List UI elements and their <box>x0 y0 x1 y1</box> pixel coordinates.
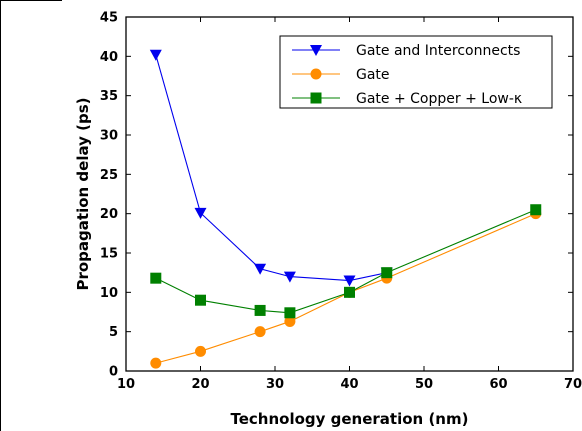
x-tick-label: 30 <box>266 377 284 392</box>
y-tick-label: 5 <box>109 325 118 340</box>
legend: Gate and Interconnects Gate Gate + Copper … <box>279 35 553 109</box>
image-frame-left <box>0 0 1 431</box>
x-tick-label: 40 <box>340 377 358 392</box>
gate-copper-low-point <box>344 286 355 298</box>
gate-and-interconnects-point <box>149 49 162 61</box>
gate-and-interconnects-line <box>155 54 387 282</box>
y-tick-label: 20 <box>100 207 118 222</box>
y-tick-label: 30 <box>100 129 118 144</box>
gate-copper-low-point <box>381 267 393 279</box>
series-gate-and-interconnects <box>149 49 393 287</box>
legend-marker <box>310 68 322 80</box>
y-tick-label: 40 <box>100 50 118 65</box>
legend-label: Gate and Interconnects <box>356 43 520 59</box>
series-layer <box>149 49 542 369</box>
x-axis-title: Technology generation (nm) <box>231 410 469 428</box>
gate-copper-low-point <box>284 307 296 319</box>
gate-and-interconnects-point <box>343 275 356 287</box>
y-axis-ticks: 0 5 10 15 20 25 30 35 40 45 <box>100 11 573 380</box>
gate-copper-low-point <box>150 272 162 284</box>
x-tick-label: 70 <box>564 377 582 392</box>
legend-item: Gate + Copper + Low-κ <box>292 91 522 107</box>
x-tick-label: 60 <box>489 377 507 392</box>
y-tick-label: 35 <box>100 89 118 104</box>
y-axis-title: Propagation delay (ps) <box>74 97 92 290</box>
y-tick-label: 15 <box>100 247 118 262</box>
legend-marker <box>310 92 322 104</box>
legend-label: Gate + Copper + Low-κ <box>356 91 522 107</box>
gate-and-interconnects-point <box>194 207 207 219</box>
gate-and-interconnects-point <box>254 263 267 275</box>
legend-box <box>279 35 553 109</box>
gate-copper-low-point <box>530 204 542 216</box>
y-tick-label: 45 <box>100 11 118 26</box>
x-tick-label: 20 <box>191 377 209 392</box>
gate-point <box>284 315 296 327</box>
x-tick-label: 50 <box>415 377 433 392</box>
y-tick-label: 10 <box>100 286 118 301</box>
legend-label: Gate <box>356 67 390 83</box>
gate-copper-low-point <box>195 294 206 306</box>
legend-item: Gate and Interconnects <box>292 43 520 59</box>
y-tick-label: 25 <box>100 168 118 183</box>
gate-point <box>254 326 266 338</box>
gate-copper-low-point <box>254 304 266 316</box>
x-axis-ticks: 10 20 30 40 50 60 70 <box>117 17 582 392</box>
x-tick-label: 10 <box>117 377 135 392</box>
legend-item: Gate <box>292 67 390 83</box>
gate-point <box>150 357 162 369</box>
image-frame-top <box>0 0 62 1</box>
gate-point <box>195 345 206 357</box>
series-gate-copper-low <box>150 204 542 319</box>
gate-and-interconnects-point <box>283 271 296 283</box>
legend-marker <box>310 45 322 56</box>
y-tick-label: 0 <box>109 365 118 380</box>
